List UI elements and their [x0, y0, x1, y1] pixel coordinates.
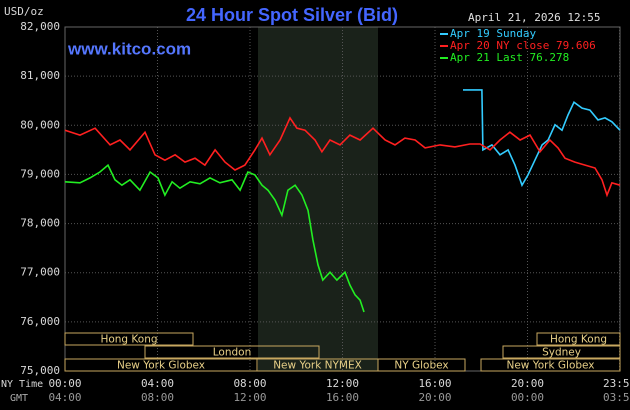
watermark: www.kitco.com — [67, 39, 191, 58]
session-label: London — [213, 347, 252, 359]
x-tick-label-gmt: 20:00 — [418, 391, 451, 404]
session-label: Hong Kong — [550, 334, 607, 346]
session-label: New York Globex — [117, 360, 205, 372]
y-tick-label: 81,000 — [20, 69, 60, 82]
y-tick-label: 75,000 — [20, 364, 60, 377]
x-tick-label-gmt: 12:00 — [233, 391, 266, 404]
session-bar — [536, 332, 621, 346]
x-tick-label-gmt: 16:00 — [326, 391, 359, 404]
x-tick-label: 23:59 — [603, 377, 630, 390]
session-bar — [502, 345, 621, 359]
price-line — [64, 116, 621, 198]
x-tick-label: 04:00 — [141, 377, 174, 390]
y-tick-label: 78,000 — [20, 217, 60, 230]
session-label: New York NYMEX — [273, 360, 362, 372]
x-tick-label: 20:00 — [511, 377, 544, 390]
session-label: Sydney — [542, 347, 581, 359]
x-tick-label-gmt: 04:00 — [48, 391, 81, 404]
session-bar — [480, 358, 621, 372]
y-tick-label: 77,000 — [20, 266, 60, 279]
price-line — [463, 89, 621, 188]
session-label: Hong Kong — [100, 334, 157, 346]
nymex-shade — [258, 27, 378, 371]
session-label: New York Globex — [506, 360, 594, 372]
x-tick-label: 16:00 — [418, 377, 451, 390]
x-tick-label: 00:00 — [48, 377, 81, 390]
y-tick-label: 82,000 — [20, 20, 60, 33]
x-row-label: NY Time — [1, 379, 43, 390]
timestamp: April 21, 2026 12:55 — [468, 11, 600, 24]
x-tick-label-gmt: 08:00 — [141, 391, 174, 404]
x-tick-label: 12:00 — [326, 377, 359, 390]
session-bar — [377, 358, 466, 372]
x-tick-label-gmt: 03:59 — [603, 391, 630, 404]
session-bar — [64, 332, 194, 346]
chart-title: 24 Hour Spot Silver (Bid) — [186, 5, 398, 25]
session-label: NY Globex — [394, 360, 448, 372]
legend-label: Apr 21 Last 76.278 — [450, 51, 569, 64]
x-tick-label-gmt: 00:00 — [511, 391, 544, 404]
y-unit-label: USD/oz — [4, 5, 44, 18]
y-tick-label: 80,000 — [20, 118, 60, 131]
legend-label: Apr 20 NY close 79.606 — [450, 39, 596, 52]
price-line — [64, 163, 365, 313]
session-bar — [144, 345, 320, 359]
x-row-label: GMT — [10, 393, 28, 404]
legend-label: Apr 19 Sunday — [450, 27, 536, 40]
y-tick-label: 79,000 — [20, 167, 60, 180]
x-tick-label: 08:00 — [233, 377, 266, 390]
y-tick-label: 76,000 — [20, 315, 60, 328]
